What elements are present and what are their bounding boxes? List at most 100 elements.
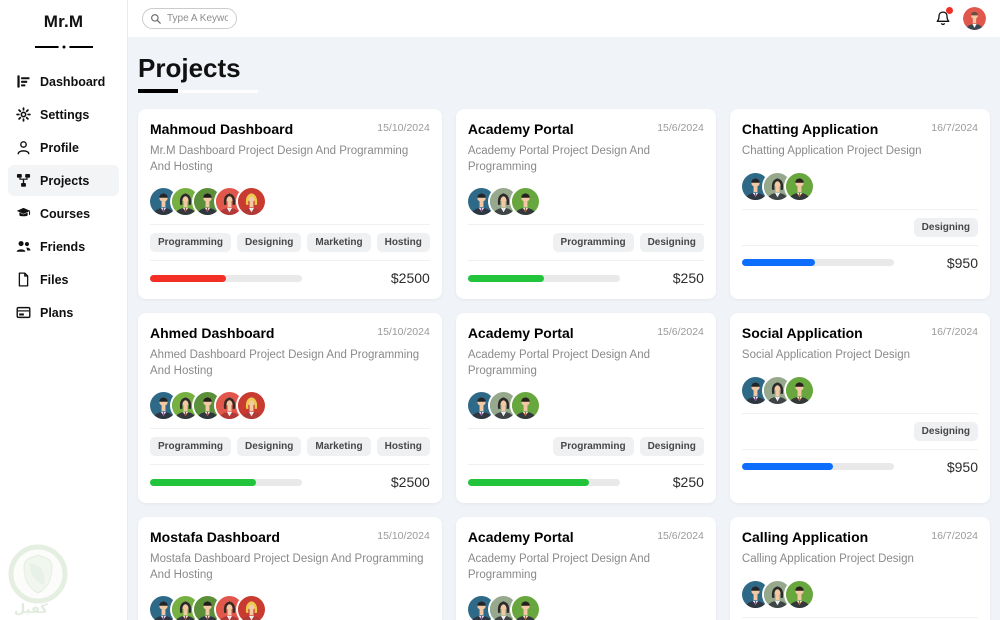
card-title: Academy Portal — [467, 325, 574, 342]
card-title: Academy Portal — [467, 121, 574, 137]
card-date: 16/7/2024 — [931, 326, 978, 339]
card-footer: $250 — [467, 260, 704, 287]
progress-fill — [741, 259, 815, 267]
member-avatar — [785, 376, 813, 404]
member-avatar — [150, 392, 177, 420]
member-avatar — [467, 188, 495, 216]
member-avatar — [763, 580, 791, 608]
project-card: Mahmoud Dashboard 15/10/2024 Mr.M Dashbo… — [138, 109, 442, 300]
progress-fill — [150, 478, 257, 486]
card-date: 15/6/2024 — [657, 530, 704, 543]
card-description: Calling Application Project Design — [741, 553, 914, 566]
card-footer: $250 — [467, 464, 704, 490]
card-header: Academy Portal 15/6/2024 — [468, 325, 704, 341]
sidebar-item-files[interactable]: Files — [8, 264, 119, 295]
card-title: Ahmed Dashboard — [150, 325, 275, 342]
project-card: Academy Portal 15/6/2024 Academy Portal … — [455, 517, 716, 620]
sidebar-nav: Dashboard Settings Profile Projects Courses F… — [0, 66, 127, 328]
member-avatar — [741, 172, 769, 200]
brand-logo: Mr.M — [43, 12, 84, 31]
team-avatars — [150, 392, 430, 420]
card-header: Chatting Application 16/7/2024 — [742, 121, 978, 137]
card-description: Mr.M Dashboard Project Design And Progra… — [150, 145, 409, 173]
card-description: Mostafa Dashboard Project Design And Pro… — [150, 553, 424, 581]
member-avatar — [150, 188, 177, 216]
member-avatar — [785, 580, 813, 608]
member-avatar — [194, 392, 221, 420]
project-card: Ahmed Dashboard 15/10/2024 Ahmed Dashboa… — [138, 313, 442, 504]
progress-fill — [467, 478, 590, 486]
member-avatar — [238, 596, 265, 620]
project-card: Calling Application 16/7/2024 Calling Ap… — [729, 517, 990, 620]
card-description: Academy Portal Project Design And Progra… — [467, 145, 650, 173]
tag: Designing — [237, 437, 302, 457]
member-avatar — [150, 596, 177, 620]
tags-row: Programming Designing — [467, 224, 704, 260]
user-avatar[interactable] — [963, 7, 986, 30]
member-avatar — [511, 596, 539, 620]
price: $2500 — [390, 270, 430, 287]
tag: Programming — [150, 233, 232, 253]
member-avatar — [172, 392, 199, 420]
page-title: Projects — [138, 53, 258, 97]
member-avatar — [741, 376, 769, 404]
sidebar-item-label: Friends — [40, 239, 86, 254]
sidebar-item-friends[interactable]: Friends — [8, 231, 119, 262]
tag: Designing — [913, 421, 978, 441]
sidebar-item-label: Projects — [40, 173, 90, 188]
team-avatars — [741, 376, 978, 404]
sidebar-item-dashboard[interactable]: Dashboard — [8, 66, 119, 97]
tag: Designing — [237, 233, 302, 253]
sidebar-item-label: Settings — [40, 107, 90, 122]
project-card: Mostafa Dashboard 15/10/2024 Mostafa Das… — [138, 517, 442, 620]
notifications-bell-icon[interactable] — [935, 7, 953, 27]
team-avatars — [467, 596, 704, 620]
project-card: Chatting Application 16/7/2024 Chatting … — [729, 109, 990, 300]
team-avatars — [150, 188, 430, 216]
tag: Marketing — [307, 233, 371, 253]
tag: Hosting — [376, 437, 430, 457]
sidebar-item-label: Dashboard — [40, 74, 106, 89]
sidebar-item-plans[interactable]: Plans — [8, 297, 119, 328]
card-description: Academy Portal Project Design And Progra… — [467, 349, 650, 377]
user-icon — [16, 140, 31, 155]
topbar-actions — [935, 7, 986, 30]
sidebar-item-settings[interactable]: Settings — [8, 99, 119, 130]
member-avatar — [511, 188, 539, 216]
team-avatars — [741, 580, 978, 608]
member-avatar — [216, 188, 243, 216]
tag: Programming — [552, 233, 634, 253]
card-header: Academy Portal 15/6/2024 — [468, 121, 704, 137]
brand-divider — [34, 41, 93, 53]
sidebar-item-projects[interactable]: Projects — [8, 165, 119, 196]
tags-row: Designing — [741, 616, 978, 620]
card-description: Academy Portal Project Design And Progra… — [467, 553, 650, 581]
project-card: Academy Portal 15/6/2024 Academy Portal … — [455, 109, 716, 300]
tags-row: Designing — [741, 208, 978, 245]
search-icon — [150, 12, 162, 24]
card-header: Ahmed Dashboard 15/10/2024 — [150, 325, 430, 341]
sidebar-item-courses[interactable]: Courses — [8, 198, 119, 229]
price: $250 — [672, 270, 704, 287]
team-avatars — [467, 392, 704, 420]
card-title: Mostafa Dashboard — [150, 529, 280, 546]
card-title: Social Application — [741, 325, 863, 342]
member-avatar — [172, 596, 199, 620]
tag: Hosting — [376, 233, 430, 253]
sidebar-item-label: Courses — [40, 206, 91, 221]
progress-bar — [741, 463, 894, 471]
topbar — [128, 0, 1000, 37]
notification-dot — [946, 7, 953, 14]
card-header: Mahmoud Dashboard 15/10/2024 — [150, 121, 430, 137]
search-input[interactable] — [142, 8, 237, 29]
price: $2500 — [390, 474, 430, 491]
card-description: Social Application Project Design — [741, 349, 911, 362]
sidebar-item-profile[interactable]: Profile — [8, 132, 119, 163]
price: $950 — [946, 254, 978, 271]
price: $950 — [946, 458, 978, 475]
diagram-icon — [16, 173, 31, 188]
tag: Programming — [150, 437, 232, 457]
member-avatar — [763, 376, 791, 404]
main-content: Projects Mahmoud Dashboard 15/10/2024 Mr… — [128, 37, 1000, 620]
users-icon — [16, 239, 31, 254]
